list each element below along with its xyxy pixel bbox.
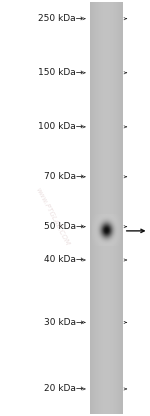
- Text: 250 kDa→: 250 kDa→: [38, 14, 83, 23]
- Text: 50 kDa→: 50 kDa→: [44, 222, 83, 231]
- Text: www.PTGLAB.COM: www.PTGLAB.COM: [35, 186, 70, 246]
- Text: 70 kDa→: 70 kDa→: [44, 172, 83, 181]
- Text: 30 kDa→: 30 kDa→: [44, 318, 83, 327]
- Text: 40 kDa→: 40 kDa→: [44, 255, 83, 265]
- Text: 20 kDa→: 20 kDa→: [44, 384, 83, 394]
- Text: 150 kDa→: 150 kDa→: [38, 68, 83, 77]
- Text: 100 kDa→: 100 kDa→: [38, 122, 83, 131]
